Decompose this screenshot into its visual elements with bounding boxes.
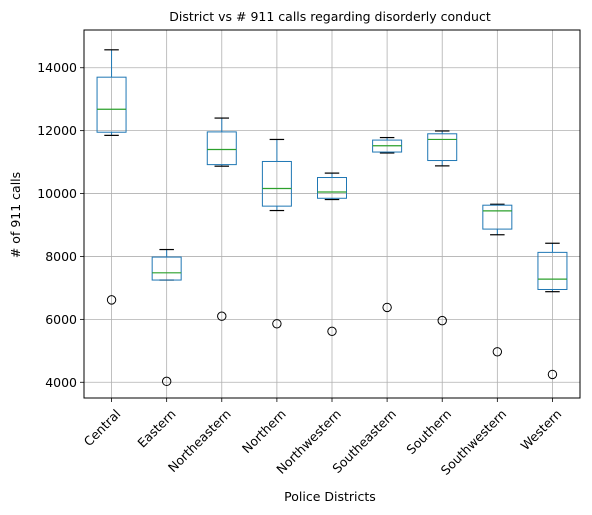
x-tick-label: Eastern	[134, 406, 178, 450]
x-tick-label: Central	[81, 406, 124, 449]
boxes	[96, 49, 568, 387]
x-tick-label: Southern	[403, 406, 454, 457]
outlier-point	[382, 302, 392, 313]
iqr-box	[317, 177, 347, 199]
chart-title: District vs # 911 calls regarding disord…	[169, 9, 491, 24]
outlier-point	[437, 315, 447, 326]
box-southeastern	[372, 136, 403, 313]
outlier-point	[272, 319, 282, 329]
y-tick-label: 6000	[45, 312, 77, 327]
x-tick-label: Northern	[239, 406, 289, 456]
outlier-point	[106, 295, 117, 305]
iqr-box	[96, 76, 127, 133]
box-central	[96, 49, 127, 305]
y-tick-label: 4000	[45, 375, 77, 390]
x-tick-label: Western	[517, 406, 564, 453]
grid	[84, 30, 580, 398]
box-southern	[427, 130, 458, 326]
box-eastern	[151, 248, 182, 387]
outlier-point	[327, 326, 337, 337]
y-tick-label: 14000	[37, 60, 77, 75]
box-northeastern	[206, 117, 237, 321]
iqr-box	[261, 160, 292, 207]
outlier-point	[161, 376, 172, 387]
iqr-box	[206, 131, 237, 166]
iqr-box	[537, 251, 568, 290]
box-northwestern	[317, 172, 347, 337]
outlier-point	[492, 347, 503, 357]
box-western	[537, 242, 568, 380]
box-northern	[261, 138, 292, 329]
y-tick-label: 10000	[37, 186, 77, 201]
iqr-box	[427, 133, 458, 162]
box-southwestern	[482, 203, 513, 357]
outlier-point	[547, 369, 558, 380]
iqr-box	[151, 256, 182, 281]
y-axis-label: # of 911 calls	[8, 172, 23, 258]
y-axis: 4000 6000 8000 10000 12000 14000	[37, 60, 84, 390]
y-tick-label: 12000	[37, 123, 77, 138]
x-axis-label: Police Districts	[284, 489, 376, 504]
y-tick-label: 8000	[45, 249, 77, 264]
iqr-box	[482, 204, 513, 230]
outlier-point	[217, 311, 227, 321]
